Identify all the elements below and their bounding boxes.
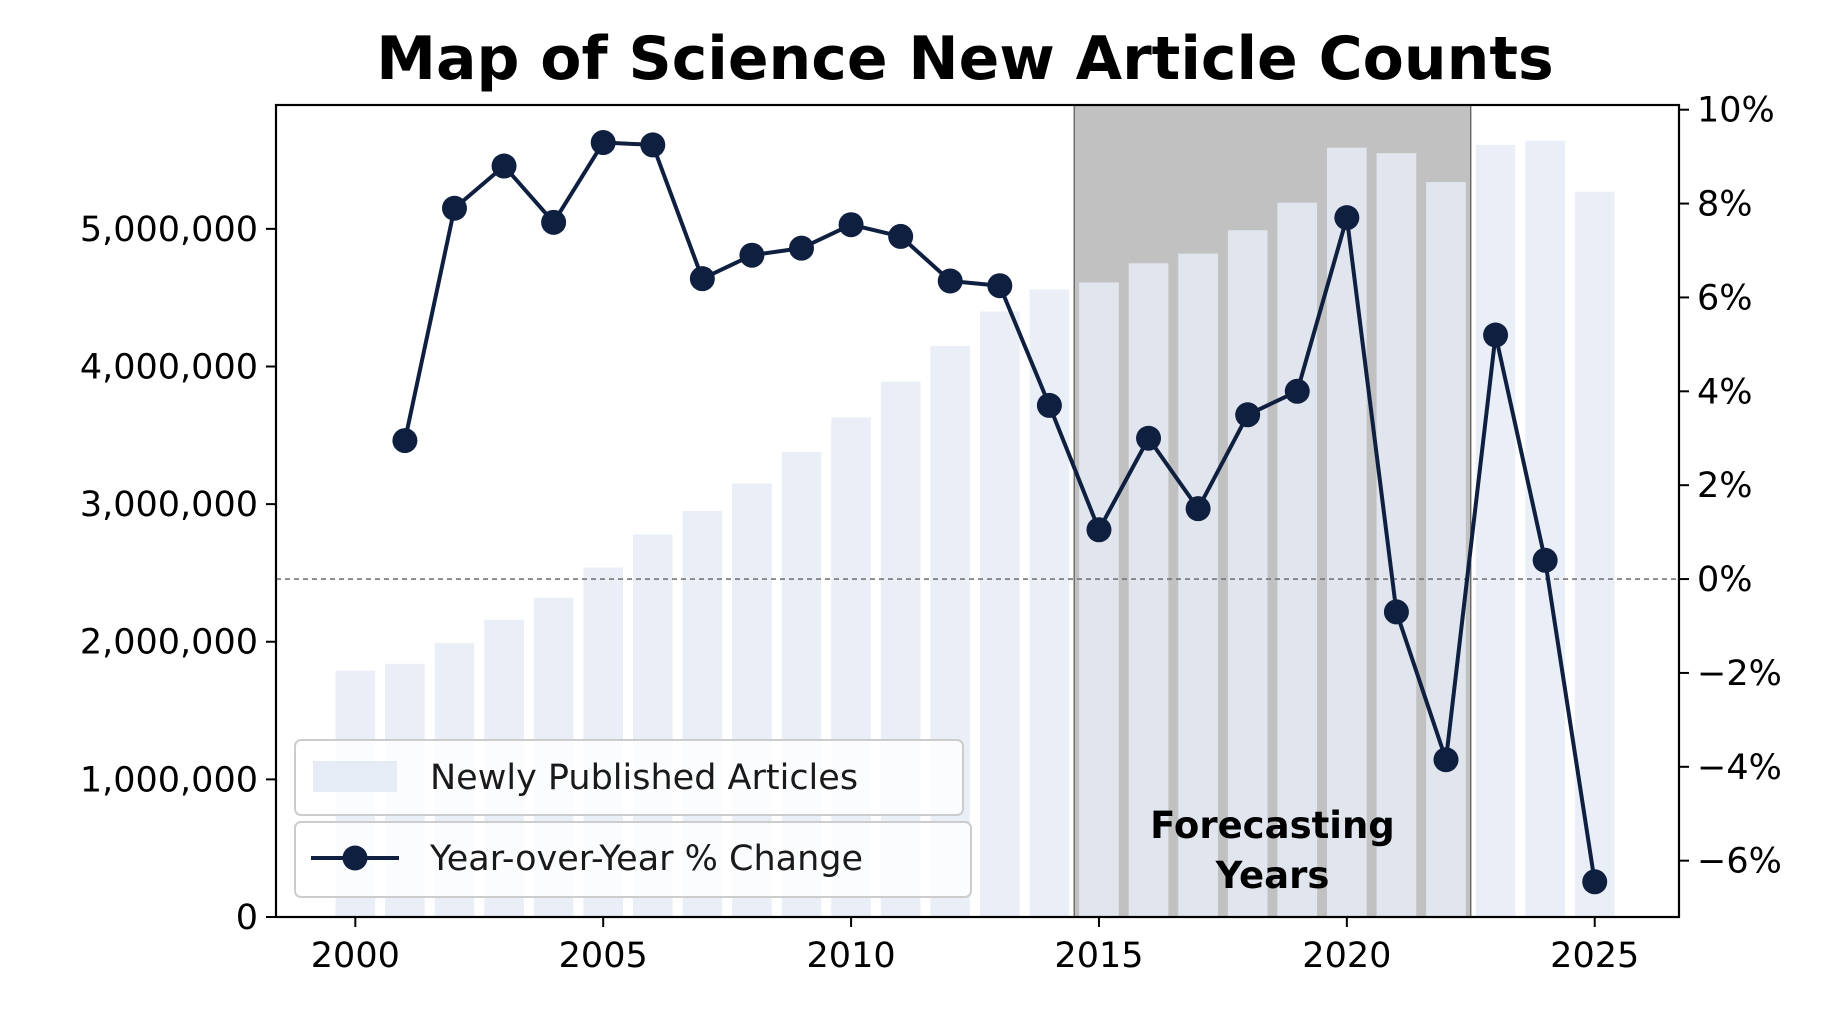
point-2013 [987, 273, 1013, 299]
point-2020 [1334, 205, 1360, 231]
y-left-tick-label-3: 3,000,000 [80, 485, 258, 525]
point-2018 [1235, 402, 1261, 428]
point-2001 [392, 428, 418, 454]
bar-2021 [1376, 153, 1417, 917]
point-2009 [789, 235, 815, 261]
point-2015 [1086, 517, 1112, 543]
bar-2022 [1426, 182, 1466, 918]
point-2016 [1136, 425, 1162, 451]
x-tick-label-2025: 2025 [1550, 936, 1639, 976]
forecast-label-line-1: Forecasting [1150, 804, 1395, 847]
y-left-tick-label-1: 1,000,000 [80, 760, 258, 800]
y-right-tick-label-8: 10% [1697, 91, 1775, 131]
bar-2013 [979, 311, 1020, 917]
plot-frame [274, 103, 1681, 919]
point-2017 [1185, 496, 1211, 522]
bar-2025 [1574, 191, 1615, 917]
point-2010 [838, 212, 864, 238]
bar-2014 [1029, 289, 1070, 917]
point-2006 [640, 132, 666, 158]
y-left-tick-label-2: 2,000,000 [80, 623, 258, 663]
point-2025 [1582, 869, 1608, 895]
bar-2017 [1178, 253, 1218, 918]
line-series [392, 130, 1608, 895]
y-right-tick-label-5: 4% [1697, 372, 1753, 412]
bar-2024 [1525, 140, 1565, 917]
y-left-tick-label-5: 5,000,000 [80, 210, 258, 250]
x-tick-label-2000: 2000 [311, 936, 400, 976]
y-right-tick-label-2: −2% [1697, 654, 1782, 694]
x-tick-label-2015: 2015 [1054, 936, 1143, 976]
chart-title: Map of Science New Article Counts [376, 24, 1553, 94]
point-2008 [739, 242, 765, 268]
bar-2016 [1128, 263, 1169, 917]
point-2021 [1383, 599, 1409, 625]
forecast-label-line-2: Years [1215, 854, 1330, 897]
bar-2015 [1079, 282, 1119, 918]
legend-label-1: Newly Published Articles [430, 758, 858, 798]
forecast-annotation: Forecasting Years [1150, 804, 1395, 897]
y-right-tick-label-3: 0% [1697, 560, 1753, 600]
y-right-tick-label-6: 6% [1697, 278, 1753, 318]
x-tick-label-2020: 2020 [1302, 936, 1391, 976]
point-2005 [590, 130, 616, 156]
x-tick-label-2005: 2005 [559, 936, 648, 976]
x-tick-label-2010: 2010 [807, 936, 896, 976]
bar-2023 [1475, 144, 1516, 917]
point-2019 [1284, 378, 1310, 404]
y-right-tick-label-1: −4% [1697, 748, 1782, 788]
bar-2018 [1227, 230, 1268, 918]
point-2011 [888, 223, 914, 249]
y-right-tick-label-4: 2% [1697, 466, 1753, 506]
point-2002 [441, 195, 467, 221]
point-2024 [1532, 547, 1558, 573]
legend-box-2 [294, 821, 972, 898]
legend-box-1 [294, 739, 964, 816]
y-right-tick-label-7: 8% [1697, 185, 1753, 225]
bar-2020 [1327, 147, 1367, 917]
point-2014 [1036, 392, 1062, 418]
point-2012 [937, 268, 963, 294]
point-2007 [689, 266, 715, 292]
legend-swatch-marker [342, 845, 368, 871]
point-2023 [1483, 322, 1509, 348]
legend: Newly Published Articles Year-over-Year %… [294, 739, 972, 898]
point-2003 [491, 153, 517, 179]
point-2022 [1433, 747, 1459, 773]
bar-2019 [1277, 202, 1318, 917]
y-left-tick-label-4: 4,000,000 [80, 347, 258, 387]
point-2004 [541, 209, 567, 235]
axes: 2000 2005 2010 2015 2020 2025 0 1,000,000 2,000,… [80, 91, 1782, 976]
legend-swatch-bar [313, 761, 397, 792]
legend-label-2: Year-over-Year % Change [429, 839, 863, 879]
y-left-tick-label-0: 0 [236, 898, 258, 938]
y-right-tick-label-0: −6% [1697, 842, 1782, 882]
